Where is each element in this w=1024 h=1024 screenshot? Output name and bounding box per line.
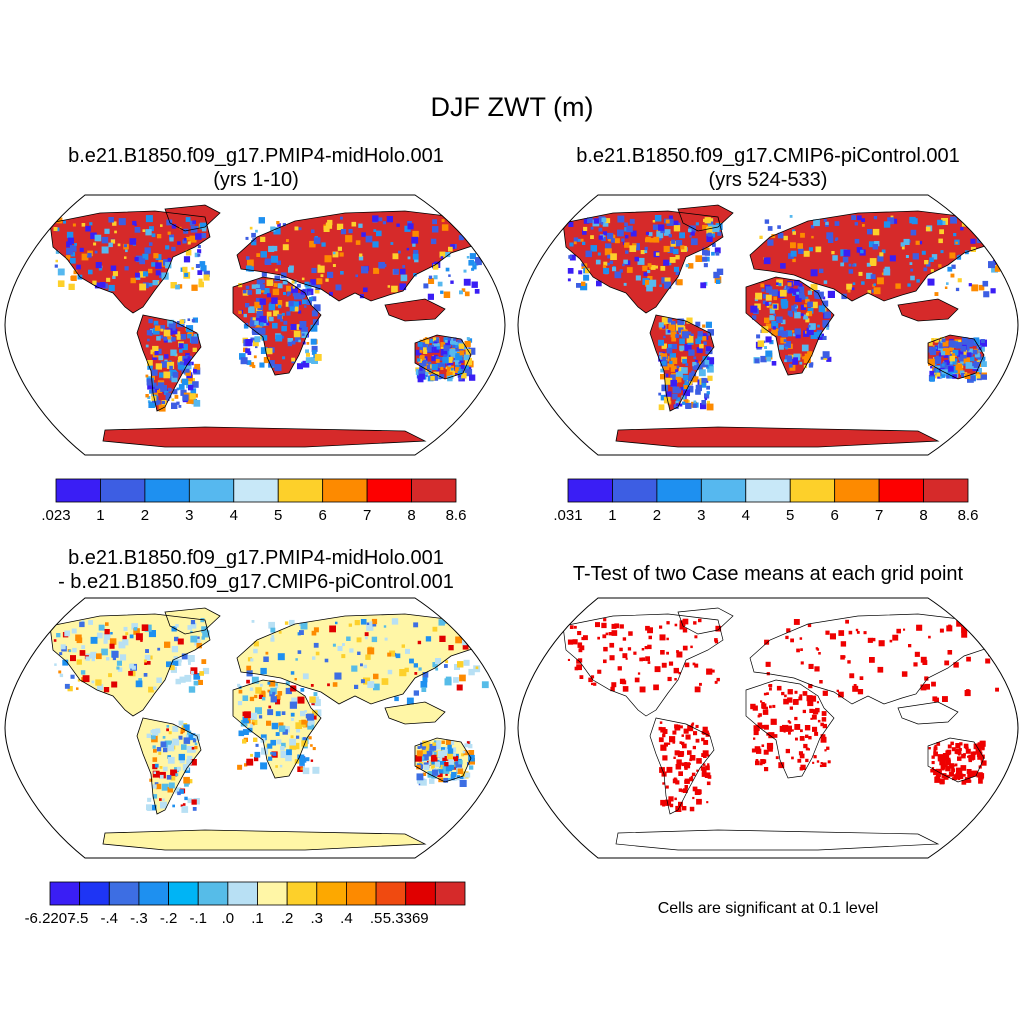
colorbar-box: [405, 881, 436, 906]
colorbar-box: [878, 478, 924, 503]
colorbar-label: .031: [553, 507, 582, 524]
panel1-colorbar: .023 1 2 3 4 5 6 7 8 8.6: [41, 478, 467, 524]
panel4-title: T-Test of two Case means at each grid po…: [518, 562, 1018, 586]
colorbar-label: -.1: [189, 910, 207, 927]
panel2-title-line2: (yrs 524-533): [708, 169, 828, 191]
panel1-title-line1: b.e21.B1850.f09_g17.PMIP4-midHolo.001: [68, 145, 444, 167]
colorbar-label: .5: [370, 910, 383, 927]
panel1-map: [4, 194, 506, 456]
panel2-colorbar: .031 1 2 3 4 5 6 7 8 8.6: [553, 478, 979, 524]
colorbar-label: 2: [141, 507, 149, 524]
colorbar-box: [49, 881, 81, 906]
panel4-significant-cells: [567, 618, 999, 812]
panel2-title-line1: b.e21.B1850.f09_g17.CMIP6-piControl.001: [576, 145, 960, 167]
colorbar-label: 2: [653, 507, 661, 524]
colorbar-box: [375, 881, 407, 906]
colorbar-label: 5.3369: [383, 910, 429, 927]
colorbar-box: [197, 881, 229, 906]
panel2-title: b.e21.B1850.f09_g17.CMIP6-piControl.001 …: [518, 144, 1018, 192]
colorbar-box: [144, 478, 190, 503]
colorbar-label: 8: [407, 507, 415, 524]
colorbar-label: .0: [222, 910, 235, 927]
panel2-speckle: [567, 215, 1002, 411]
colorbar-box: [316, 881, 347, 906]
colorbar-box: [411, 478, 457, 503]
panel3-title-line1: b.e21.B1850.f09_g17.PMIP4-midHolo.001: [68, 547, 444, 569]
colorbar-box: [100, 478, 146, 503]
panel2-map: [517, 194, 1019, 456]
colorbar-box: [233, 478, 279, 503]
colorbar-box: [79, 881, 110, 906]
colorbar-box: [789, 478, 836, 503]
panel3-speckle: [53, 618, 489, 813]
colorbar-label: -.2: [160, 910, 178, 927]
colorbar-label: .023: [41, 507, 70, 524]
colorbar-label: 1: [608, 507, 616, 524]
colorbar-label: 8.6: [446, 507, 467, 524]
panel4-map: [517, 597, 1019, 859]
colorbar-box: [108, 881, 140, 906]
colorbar-label: 3: [185, 507, 193, 524]
colorbar-box: [257, 881, 288, 906]
colorbar-box: [322, 478, 368, 503]
panel1-title: b.e21.B1850.f09_g17.PMIP4-midHolo.001 (y…: [6, 144, 506, 192]
colorbar-box: [656, 478, 702, 503]
colorbar-box: [277, 478, 324, 503]
panel3-title-line2: - b.e21.B1850.f09_g17.CMIP6-piControl.00…: [58, 571, 454, 593]
colorbar-box: [138, 881, 169, 906]
colorbar-label: 6: [830, 507, 838, 524]
colorbar-label: 4: [230, 507, 238, 524]
colorbar-label: -.3: [130, 910, 148, 927]
panel3-map: [4, 597, 506, 859]
colorbar-label: 8: [919, 507, 927, 524]
colorbar-box: [834, 478, 880, 503]
colorbar-label: 1: [96, 507, 104, 524]
colorbar-label: -.4: [101, 910, 119, 927]
colorbar-label: 3: [697, 507, 705, 524]
colorbar-label: 5: [274, 507, 282, 524]
colorbar-box: [286, 881, 318, 906]
colorbar-box: [434, 881, 466, 906]
colorbar-box: [612, 478, 658, 503]
colorbar-box: [923, 478, 969, 503]
colorbar-box: [346, 881, 377, 906]
panel1-title-line2: (yrs 1-10): [213, 169, 299, 191]
colorbar-label: 5: [786, 507, 794, 524]
colorbar-box: [366, 478, 412, 503]
colorbar-label: .4: [340, 910, 353, 927]
colorbar-label: .1: [251, 910, 264, 927]
colorbar-box: [227, 881, 258, 906]
colorbar-label: .3: [311, 910, 324, 927]
colorbar-box: [188, 478, 235, 503]
figure-title: DJF ZWT (m): [430, 92, 594, 122]
panel4-title-line1: T-Test of two Case means at each grid po…: [572, 563, 964, 585]
colorbar-label: -6.2207: [25, 910, 76, 927]
colorbar-box: [168, 881, 199, 906]
panel3-title: b.e21.B1850.f09_g17.PMIP4-midHolo.001 - …: [6, 546, 506, 594]
colorbar-box: [700, 478, 747, 503]
colorbar-box: [745, 478, 791, 503]
colorbar-label: -.5: [71, 910, 89, 927]
colorbar-label: 7: [363, 507, 371, 524]
colorbar-box: [55, 478, 101, 503]
colorbar-label: 6: [318, 507, 326, 524]
colorbar-label: 4: [742, 507, 750, 524]
colorbar-box: [567, 478, 613, 503]
colorbar-label: .2: [281, 910, 294, 927]
colorbar-label: 7: [875, 507, 883, 524]
panel3-colorbar: -6.2207-.5 -.4 -.3 -.2 -.1 .0 .1 .2 .3 .4 .5 5.3369: [25, 881, 466, 927]
colorbar-label: 8.6: [958, 507, 979, 524]
panel4-note: Cells are significant at 0.1 level: [657, 900, 879, 917]
